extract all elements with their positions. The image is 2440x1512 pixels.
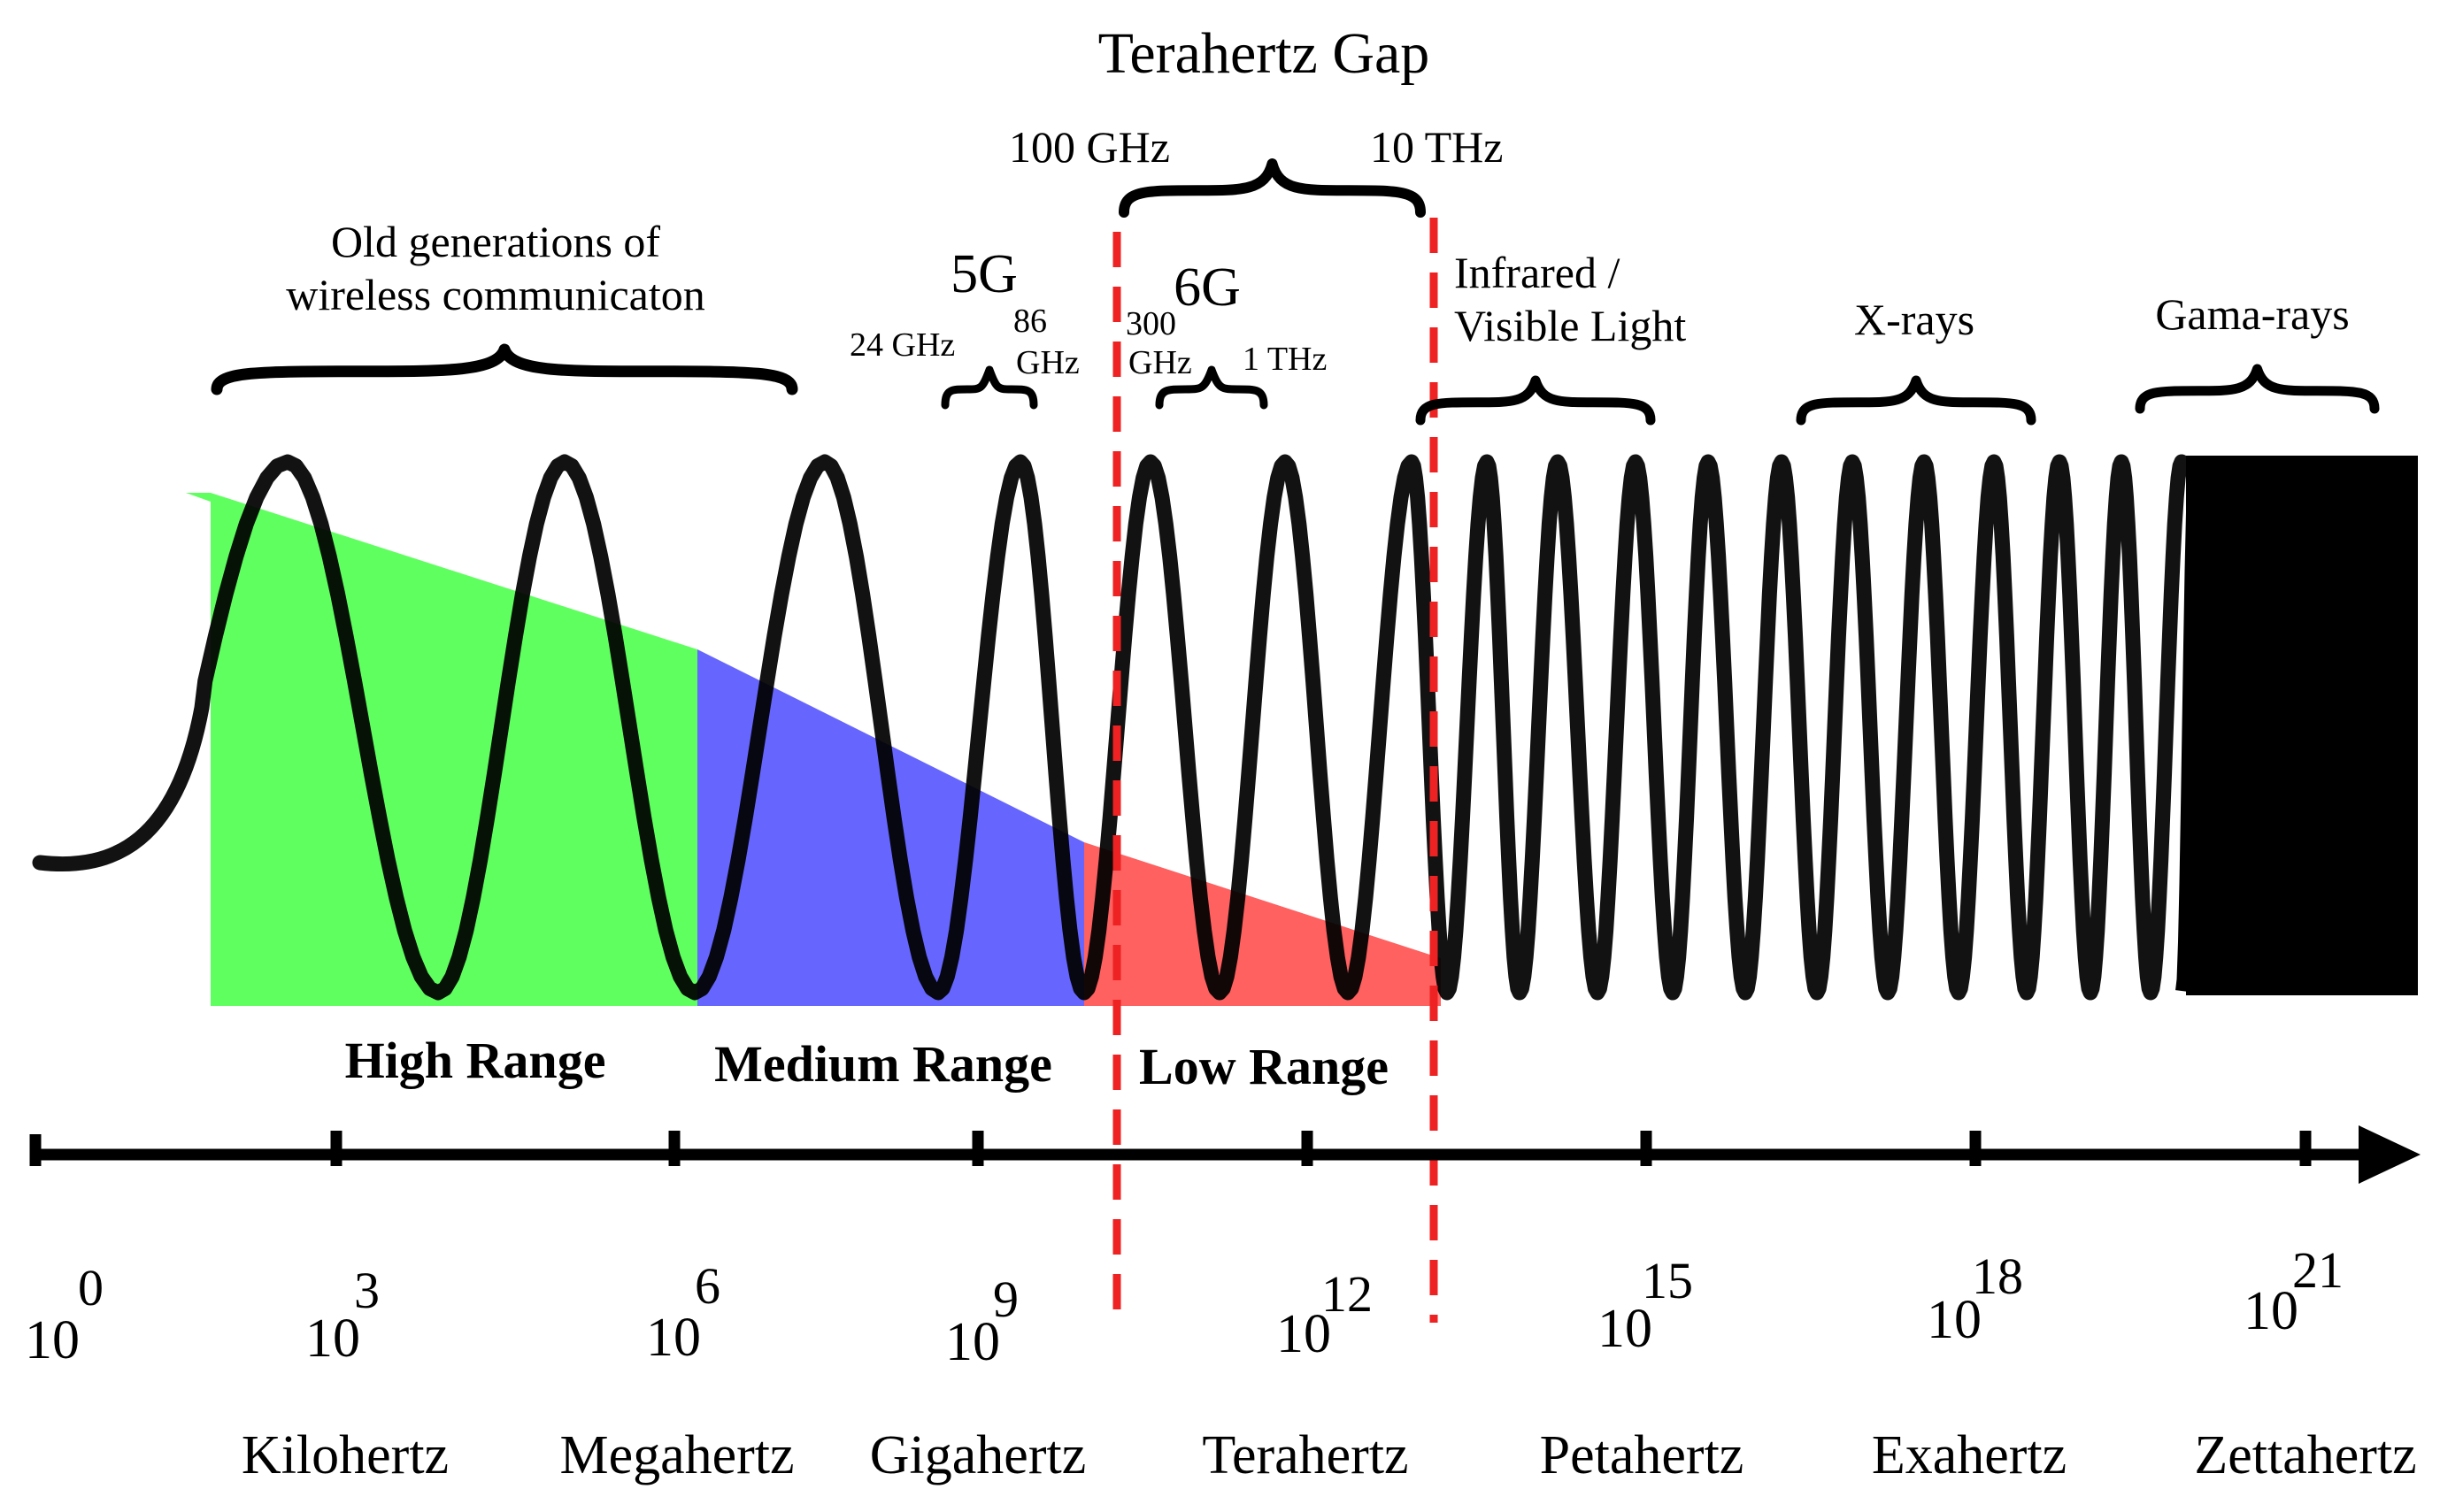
six-g-label: 6G [1174,257,1241,318]
tick-label-base: 10 [945,1312,1000,1372]
old-generations-label-line2: wireless communicaton [286,270,705,319]
frequency-wave [32,454,2190,1001]
gap-upper-bound: 10 THz [1370,122,1503,172]
gap-lower-bound: 100 GHz [1009,122,1170,172]
infrared-brace [1415,375,1656,426]
infrared-label-line1: Infrared / [1454,248,1620,297]
five-g-label: 5G [951,244,1018,304]
tick-label-exponent: 3 [354,1262,380,1319]
terahertz-gap-title: Terahertz Gap [1098,21,1430,86]
infrared-label-line2: Visible Light [1454,301,1686,350]
high-range-label: High Range [345,1032,606,1089]
high-range-region [186,493,697,1006]
tick-label-exponent: 18 [1972,1247,2023,1305]
tick-label-exponent: 21 [2292,1241,2344,1299]
six-g-lower-2: GHz [1128,344,1192,381]
six-g-lower-1: 300 [1126,305,1176,342]
xrays-brace [1796,375,2036,426]
five-g-brace [941,365,1038,410]
tick-label-exponent: 12 [1321,1265,1373,1323]
tick-label-exponent: 6 [695,1257,720,1315]
tick-label-base: 10 [1597,1299,1652,1359]
unit-label-exahertz: Exahertz [1872,1425,2067,1485]
tick-label-base: 10 [646,1308,701,1368]
tick-label-exponent: 9 [993,1270,1019,1328]
five-g-upper-2: GHz [1016,344,1080,381]
unit-label-zettahertz: Zettahertz [2194,1425,2416,1485]
six-g-upper: 1 THz [1243,341,1327,378]
tick-label-exponent: 0 [78,1259,104,1316]
gamma-rays-brace [2135,364,2380,414]
six-g-brace [1155,365,1268,410]
tick-label-base: 10 [25,1310,80,1370]
unit-label-kilohertz: Kilohertz [242,1425,449,1485]
terahertz-gap-brace [1119,158,1426,218]
dense-wave-block [2186,456,2418,995]
unit-label-gigahertz: Gigahertz [870,1425,1086,1485]
unit-label-megahertz: Megahertz [559,1425,794,1485]
low-range-region [1084,842,1441,1006]
xrays-label: X-rays [1854,295,1974,344]
tick-label-base: 10 [1276,1304,1331,1364]
unit-label-terahertz: Terahertz [1202,1425,1408,1485]
medium-range-label: Medium Range [714,1035,1052,1093]
tick-label-base: 10 [2244,1281,2298,1341]
old-generations-brace [211,343,798,395]
five-g-upper-1: 86 [1013,303,1047,340]
dense-wave-left-edge [2175,461,2228,994]
old-generations-label-line1: Old generations of [331,217,660,266]
tick-label-base: 10 [305,1309,360,1369]
low-range-label: Low Range [1139,1038,1389,1095]
axis-arrowhead [2359,1125,2421,1184]
unit-label-petahertz: Petahertz [1540,1425,1744,1485]
tick-label-base: 10 [1927,1290,1982,1350]
five-g-lower: 24 GHz [850,326,955,364]
gamma-rays-label: Gama-rays [2155,289,2349,339]
tick-label-exponent: 15 [1642,1252,1693,1309]
